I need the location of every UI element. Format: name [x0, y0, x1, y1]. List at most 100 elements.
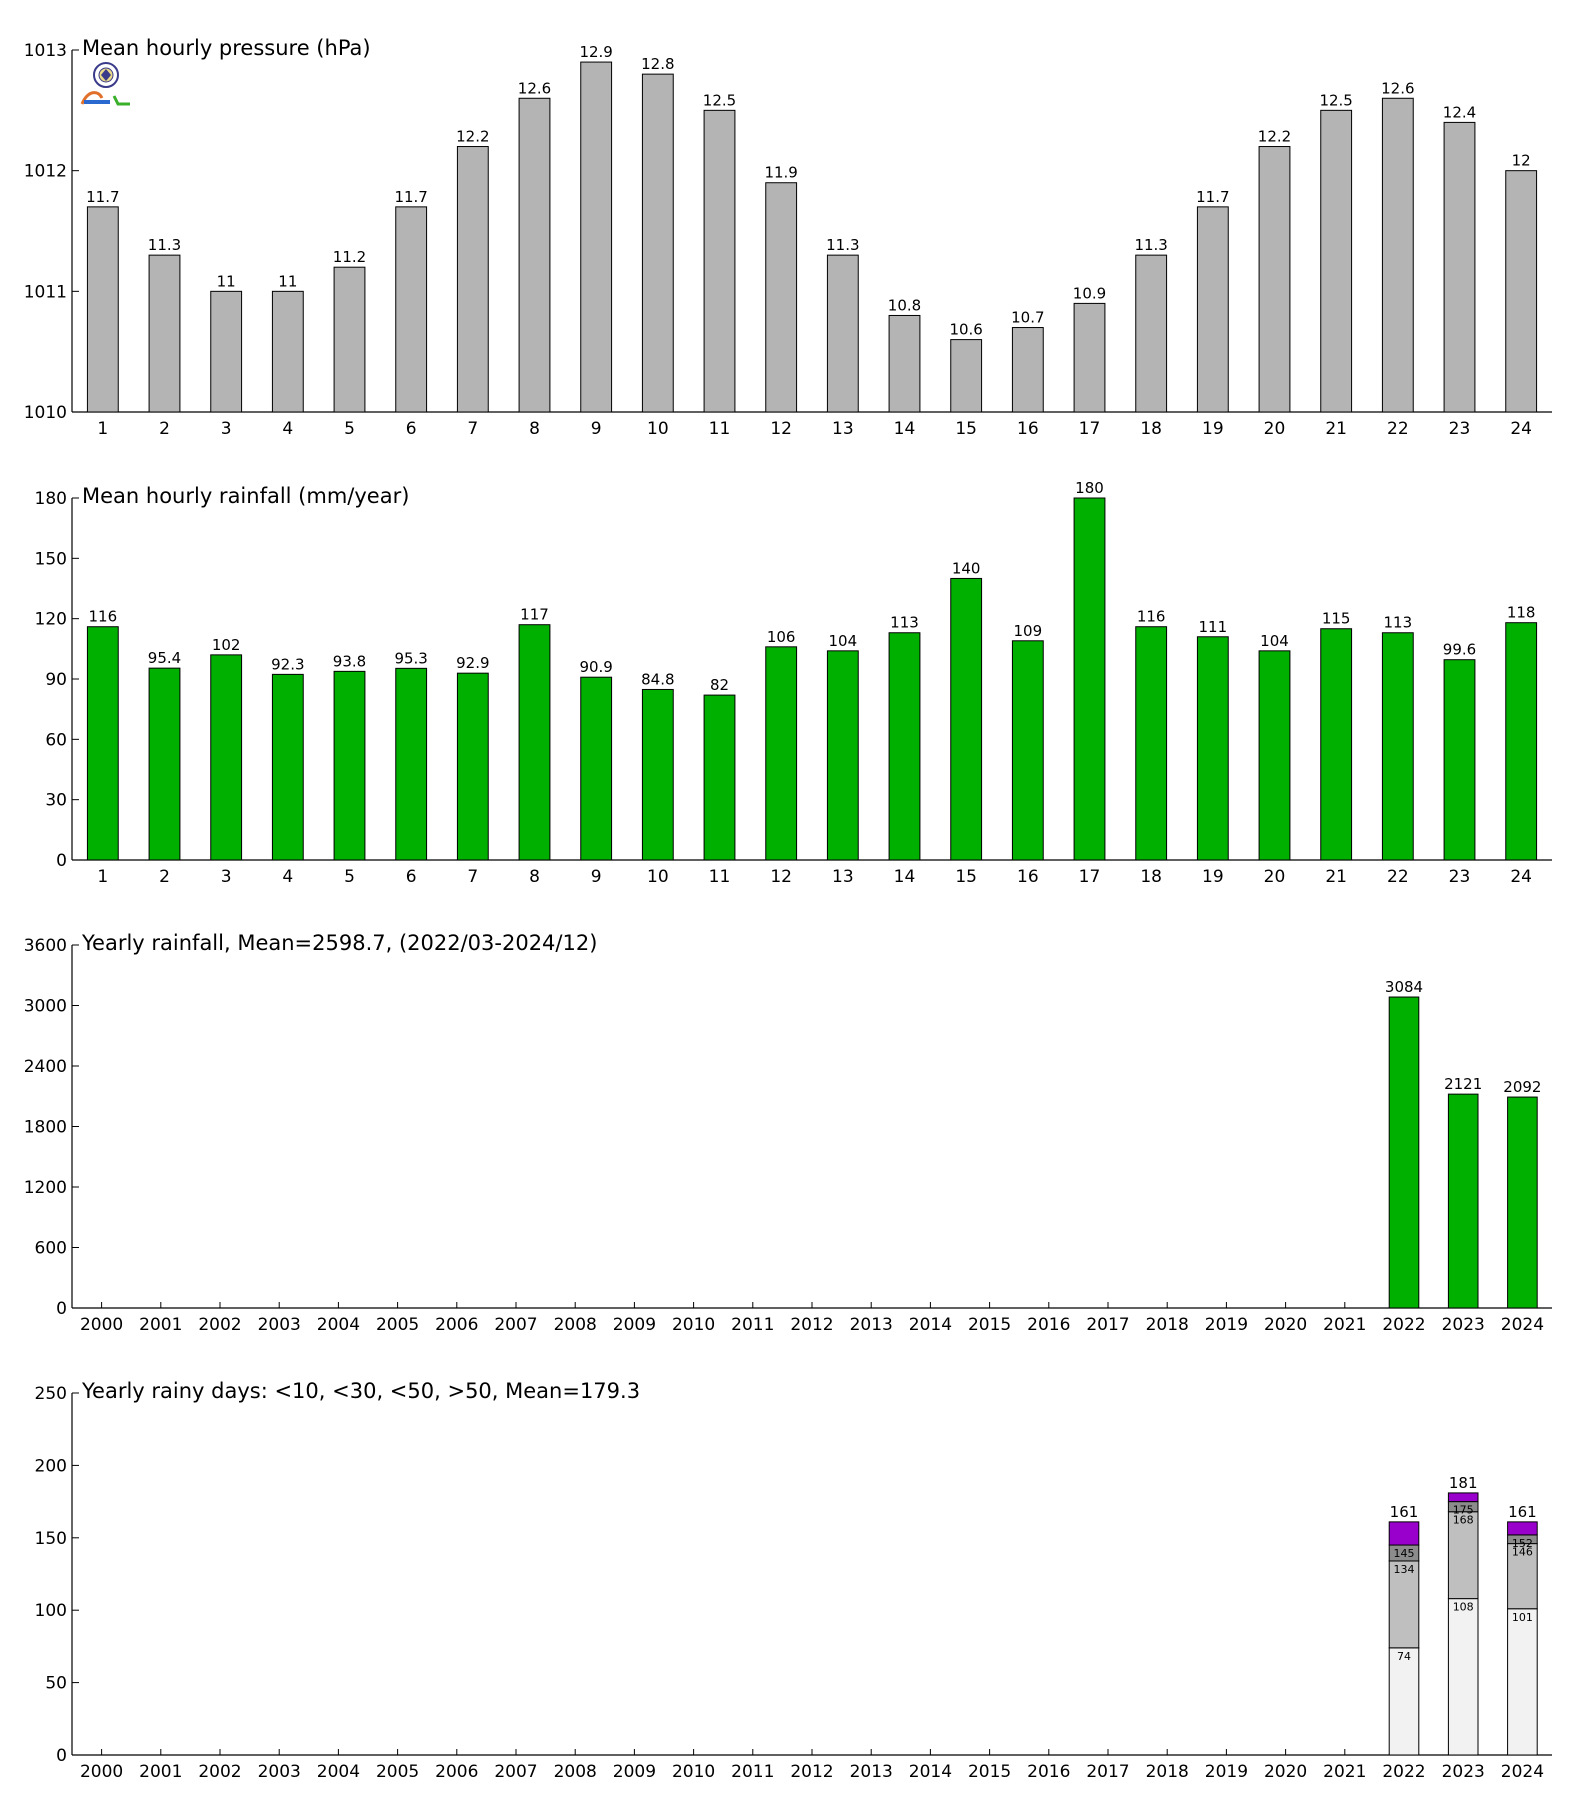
x-tick-label: 2014	[909, 1762, 952, 1782]
bar	[518, 97, 551, 413]
y-tick-label: 1013	[24, 41, 67, 61]
data-label: 2121	[1444, 1075, 1482, 1093]
data-label: 12.2	[456, 128, 489, 146]
data-label: 12.8	[641, 55, 674, 73]
x-tick-label: 2019	[1205, 1315, 1248, 1335]
y-tick-label: 60	[45, 730, 67, 750]
x-tick-label: 2015	[968, 1315, 1011, 1335]
data-label: 118	[1507, 604, 1536, 622]
x-tick-label: 14	[894, 867, 916, 887]
x-tick-label: 2001	[139, 1315, 182, 1335]
x-tick-label: 9	[591, 419, 602, 439]
bar	[1507, 1096, 1538, 1309]
y-tick-label: 1800	[24, 1118, 67, 1138]
segment-label: 134	[1394, 1563, 1415, 1576]
x-tick-label: 22	[1387, 867, 1409, 887]
data-label: 11.7	[394, 188, 427, 206]
segment-label: 108	[1453, 1601, 1474, 1614]
x-tick-label: 12	[770, 419, 792, 439]
bar	[1135, 254, 1168, 413]
y-tick-label: 1010	[24, 403, 67, 423]
x-tick-label: 19	[1202, 867, 1224, 887]
bar	[765, 646, 798, 861]
data-label: 10.9	[1073, 284, 1106, 302]
data-label: 10.8	[888, 296, 921, 314]
y-tick-label: 90	[45, 670, 67, 690]
stacked-bar-segment	[1507, 1543, 1538, 1610]
data-label: 99.6	[1443, 641, 1476, 659]
x-tick-label: 2016	[1027, 1315, 1070, 1335]
bar	[1196, 206, 1229, 413]
segment-label: 168	[1453, 1514, 1474, 1527]
y-tick-label: 1011	[24, 282, 67, 302]
data-label: 92.9	[456, 654, 489, 672]
x-tick-label: 2007	[494, 1315, 537, 1335]
x-tick-label: 15	[955, 867, 977, 887]
x-tick-label: 2013	[850, 1315, 893, 1335]
bar	[826, 650, 859, 861]
bar	[210, 654, 243, 861]
bar	[703, 694, 736, 861]
bar	[1505, 622, 1538, 861]
chart-title: Mean hourly pressure (hPa)	[82, 36, 371, 60]
bar	[1388, 996, 1420, 1309]
bar	[580, 61, 613, 413]
chart-title: Yearly rainy days: <10, <30, <50, >50, M…	[81, 1379, 640, 1403]
x-tick-label: 2017	[1086, 1762, 1129, 1782]
data-label: 115	[1322, 610, 1351, 628]
y-tick-label: 180	[35, 489, 67, 509]
x-tick-label: 19	[1202, 419, 1224, 439]
data-label: 116	[89, 608, 118, 626]
bar	[1011, 640, 1044, 861]
x-tick-label: 2000	[80, 1762, 123, 1782]
x-tick-label: 2015	[968, 1762, 1011, 1782]
x-tick-label: 1	[97, 419, 108, 439]
bar	[1505, 170, 1538, 413]
x-tick-label: 2024	[1501, 1315, 1544, 1335]
bar	[1381, 632, 1414, 861]
x-tick-label: 24	[1510, 867, 1532, 887]
x-tick-label: 2023	[1442, 1315, 1485, 1335]
y-tick-label: 0	[56, 851, 67, 871]
bar	[333, 266, 366, 413]
segment-label: 152	[1512, 1537, 1533, 1550]
x-tick-label: 17	[1079, 867, 1101, 887]
segment-label: 101	[1512, 1611, 1533, 1624]
bar	[333, 670, 366, 861]
x-tick-label: 5	[344, 867, 355, 887]
bar	[395, 667, 428, 861]
x-tick-label: 8	[529, 419, 540, 439]
data-label: 12.5	[703, 91, 736, 109]
x-tick-label: 20	[1264, 419, 1286, 439]
bar	[86, 206, 119, 413]
x-tick-label: 2	[159, 419, 170, 439]
x-tick-label: 17	[1079, 419, 1101, 439]
lab-seal-icon	[78, 60, 134, 110]
x-tick-label: 2	[159, 867, 170, 887]
x-tick-label: 21	[1325, 867, 1347, 887]
bar	[765, 182, 798, 413]
data-label: 12.6	[518, 79, 551, 97]
x-tick-label: 2008	[554, 1762, 597, 1782]
x-tick-label: 2013	[850, 1762, 893, 1782]
x-tick-label: 2021	[1323, 1315, 1366, 1335]
stacked-bar-segment	[1507, 1608, 1538, 1756]
x-tick-label: 2005	[376, 1315, 419, 1335]
x-tick-label: 2001	[139, 1762, 182, 1782]
bar	[1135, 626, 1168, 861]
x-tick-label: 2012	[790, 1762, 833, 1782]
data-label: 12.4	[1443, 103, 1476, 121]
bar	[1320, 628, 1353, 861]
x-tick-label: 14	[894, 419, 916, 439]
data-label: 11	[278, 272, 297, 290]
data-label: 12.9	[579, 43, 612, 61]
data-label: 116	[1137, 608, 1166, 626]
bar	[148, 254, 181, 413]
x-tick-label: 2004	[317, 1762, 360, 1782]
x-tick-label: 2010	[672, 1315, 715, 1335]
data-label: 140	[952, 559, 981, 577]
x-tick-label: 8	[529, 867, 540, 887]
bar	[456, 672, 489, 861]
bar	[1073, 302, 1106, 413]
x-tick-label: 20	[1264, 867, 1286, 887]
